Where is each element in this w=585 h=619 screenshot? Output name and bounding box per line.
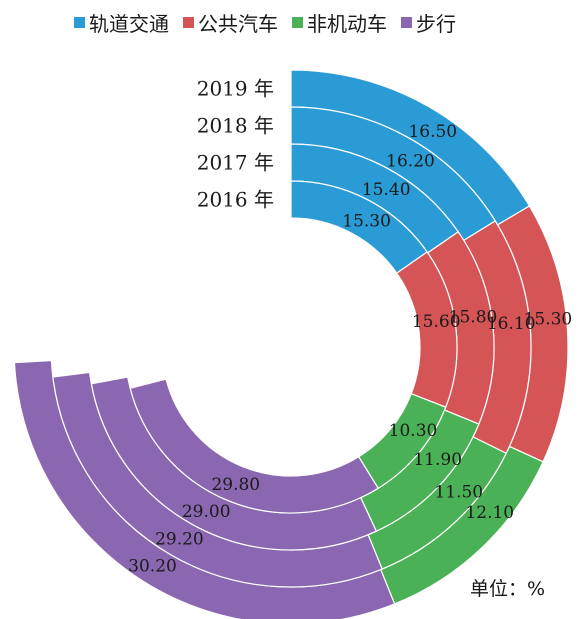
legend-swatch-rail	[74, 17, 85, 28]
value-label-rail-2018: 16.20	[386, 152, 435, 172]
category-label-2016: 2016 年	[197, 188, 274, 212]
segments	[13, 69, 569, 619]
value-label-rail-2017: 15.40	[362, 180, 411, 200]
value-label-walk-2019: 30.20	[128, 556, 177, 576]
legend-swatch-bus	[183, 17, 194, 28]
unit-label: 单位：%	[470, 578, 546, 600]
category-label-2017: 2017 年	[197, 151, 274, 175]
category-label-2019: 2019 年	[197, 77, 274, 101]
value-label-nonmotor-2018: 11.50	[434, 483, 483, 503]
legend-item-walk: 步行	[401, 8, 456, 37]
value-labels: 16.50 15.30 12.10 30.20 2019 年 16.20 16.10 11.5…	[128, 77, 572, 577]
legend-label-walk: 步行	[416, 12, 456, 36]
value-label-nonmotor-2019: 12.10	[465, 503, 514, 523]
value-label-bus-2019: 15.30	[524, 309, 573, 329]
legend: 轨道交通 公共汽车 非机动车 步行	[74, 8, 456, 37]
legend-label-rail: 轨道交通	[89, 12, 169, 36]
value-label-walk-2016: 29.80	[211, 475, 260, 495]
value-label-bus-2018: 16.10	[487, 314, 536, 334]
value-label-nonmotor-2016: 10.30	[389, 421, 438, 441]
value-label-rail-2016: 15.30	[342, 211, 391, 231]
legend-label-nonmotor: 非机动车	[307, 12, 387, 36]
value-label-nonmotor-2017: 11.90	[413, 450, 462, 470]
legend-swatch-nonmotor	[292, 17, 303, 28]
value-label-rail-2019: 16.50	[408, 122, 457, 142]
legend-swatch-walk	[401, 17, 412, 28]
legend-item-bus: 公共汽车	[183, 8, 278, 37]
segment-walk-2016	[129, 378, 380, 514]
value-label-bus-2016: 15.60	[412, 312, 461, 332]
legend-item-rail: 轨道交通	[74, 8, 169, 37]
value-label-walk-2017: 29.00	[182, 502, 231, 522]
legend-item-nonmotor: 非机动车	[292, 8, 387, 37]
legend-label-bus: 公共汽车	[198, 12, 278, 36]
category-label-2018: 2018 年	[197, 114, 274, 138]
value-label-bus-2017: 15.80	[449, 307, 498, 327]
value-label-walk-2018: 29.20	[155, 529, 204, 549]
